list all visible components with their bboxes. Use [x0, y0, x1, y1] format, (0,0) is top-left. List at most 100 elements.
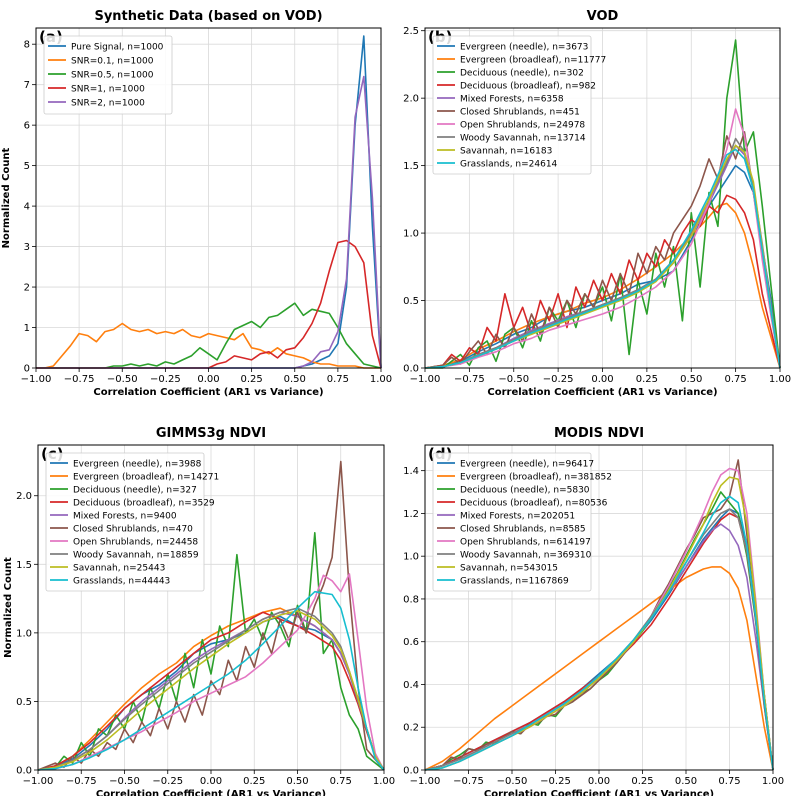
series-line	[424, 131, 781, 369]
legend-label: Open Shrublands, n=614197	[460, 538, 591, 548]
y-tick-label: 1.5	[16, 560, 32, 571]
x-tick-label: −0.25	[540, 776, 571, 787]
y-tick-label: 8	[24, 40, 30, 51]
legend-label: Pure Signal, n=1000	[71, 43, 164, 53]
legend-label: Woody Savannah, n=369310	[460, 551, 592, 561]
legend-label: Deciduous (broadleaf), n=80536	[460, 499, 608, 509]
legend-label: SNR=1, n=1000	[71, 85, 145, 95]
y-tick-label: 1.4	[403, 466, 419, 477]
legend-label: Mixed Forests, n=6358	[460, 95, 564, 105]
series-line	[424, 459, 774, 771]
legend-label: Woody Savannah, n=13714	[460, 134, 586, 144]
x-tick-label: −0.75	[453, 776, 484, 787]
y-axis-label: Normalized Count	[1, 147, 12, 248]
chart-title: VOD	[587, 9, 619, 24]
legend-label: Deciduous (needle), n=302	[460, 69, 584, 79]
y-tick-label: 4	[24, 202, 30, 213]
x-axis-label: Correlation Coefficient (AR1 vs Variance…	[487, 387, 717, 398]
x-tick-label: −0.25	[152, 776, 183, 787]
legend: Pure Signal, n=1000 SNR=0.1, n=1000 SNR=0.…	[43, 35, 173, 115]
y-tick-label: 0.0	[16, 766, 32, 777]
legend-label: Mixed Forests, n=9400	[73, 512, 177, 522]
legend: Evergreen (needle), n=3673 Evergreen (bro…	[432, 35, 606, 175]
x-tick-label: −0.75	[64, 374, 95, 385]
legend-label: Deciduous (needle), n=5830	[460, 486, 590, 496]
legend-label: Closed Shrublands, n=451	[460, 108, 580, 118]
y-tick-label: 2.0	[16, 491, 32, 502]
legend: Evergreen (needle), n=96417 Evergreen (br…	[432, 452, 612, 592]
chart-title: MODIS NDVI	[554, 426, 644, 441]
x-tick-label: 0.50	[284, 374, 306, 385]
series-line	[424, 566, 774, 771]
legend-label: Savannah, n=543015	[460, 564, 558, 574]
x-tick-label: 0.00	[591, 374, 613, 385]
chart-title: GIMMS3g NDVI	[156, 426, 266, 441]
y-tick-label: 0.5	[16, 697, 32, 708]
chart-panel: −1.00 −0.75 −0.50 −0.25 0.00 0.25 0.50 0.75 1.00…	[1, 9, 392, 398]
x-tick-label: −0.50	[497, 776, 528, 787]
legend-label: Grasslands, n=24614	[460, 160, 558, 170]
x-tick-label: 0.25	[636, 374, 658, 385]
legend-label: Deciduous (broadleaf), n=982	[460, 82, 596, 92]
chart-panel: −1.00 −0.75 −0.50 −0.25 0.00 0.25 0.50 0.75 1.00…	[403, 426, 784, 796]
x-tick-label: 0.75	[327, 374, 349, 385]
legend-label: Evergreen (needle), n=3673	[460, 43, 588, 53]
chart-title: Synthetic Data (based on VOD)	[94, 9, 322, 24]
x-tick-label: 1.00	[762, 776, 784, 787]
y-tick-label: 0.0	[403, 766, 419, 777]
y-tick-label: 3	[24, 242, 30, 253]
x-tick-label: −1.00	[410, 776, 441, 787]
legend-label: Woody Savannah, n=18859	[73, 551, 199, 561]
legend-label: SNR=2, n=1000	[71, 99, 145, 109]
series-line	[424, 148, 781, 369]
legend-label: Open Shrublands, n=24978	[460, 121, 585, 131]
y-tick-label: 1.5	[403, 161, 419, 172]
x-tick-label: 0.25	[631, 776, 653, 787]
x-tick-label: 1.00	[370, 374, 392, 385]
x-tick-label: 0.00	[200, 776, 222, 787]
y-tick-label: 0	[24, 364, 30, 375]
y-tick-label: 0.8	[403, 594, 419, 605]
series-line	[424, 108, 781, 369]
x-tick-label: 0.50	[286, 776, 308, 787]
y-tick-label: 0.0	[403, 364, 419, 375]
y-tick-label: 0.5	[403, 296, 419, 307]
y-axis-label: Normalized Count	[3, 557, 14, 658]
x-axis-label: Correlation Coefficient (AR1 vs Variance…	[96, 789, 326, 796]
series-line	[37, 573, 385, 771]
legend-label: Evergreen (broadleaf), n=381852	[460, 473, 612, 483]
x-tick-label: −0.75	[454, 374, 485, 385]
y-tick-label: 1.0	[403, 552, 419, 563]
legend-box	[45, 452, 205, 592]
legend-box	[432, 35, 592, 175]
legend-label: Mixed Forests, n=202051	[460, 512, 575, 522]
y-tick-label: 1.0	[403, 229, 419, 240]
series-line	[37, 610, 385, 771]
y-tick-label: 1.0	[16, 628, 32, 639]
y-tick-label: 1	[24, 323, 30, 334]
series-line	[424, 164, 781, 369]
y-tick-label: 1.2	[403, 509, 419, 520]
legend-label: Deciduous (broadleaf), n=3529	[73, 499, 215, 509]
series-line	[424, 495, 774, 771]
series-line	[36, 302, 382, 369]
y-tick-label: 7	[24, 80, 30, 91]
x-tick-label: −1.00	[410, 374, 441, 385]
x-tick-label: 0.00	[197, 374, 219, 385]
legend-label: Evergreen (broadleaf), n=11777	[460, 56, 606, 66]
x-tick-label: −0.25	[150, 374, 181, 385]
x-tick-label: −0.25	[543, 374, 574, 385]
legend-label: Closed Shrublands, n=470	[73, 525, 193, 535]
y-tick-label: 0.6	[403, 637, 419, 648]
x-tick-label: −1.00	[21, 374, 52, 385]
x-axis-label: Correlation Coefficient (AR1 vs Variance…	[93, 387, 323, 398]
x-tick-label: −0.75	[66, 776, 97, 787]
legend-label: SNR=0.5, n=1000	[71, 71, 154, 81]
x-tick-label: 0.25	[240, 374, 262, 385]
series-line	[37, 590, 385, 771]
chart-panel: −1.00 −0.75 −0.50 −0.25 0.00 0.25 0.50 0.75 1.00…	[403, 9, 791, 398]
legend-label: Closed Shrublands, n=8585	[460, 525, 586, 535]
legend-label: Evergreen (needle), n=96417	[460, 460, 594, 470]
legend-label: Deciduous (needle), n=327	[73, 486, 197, 496]
